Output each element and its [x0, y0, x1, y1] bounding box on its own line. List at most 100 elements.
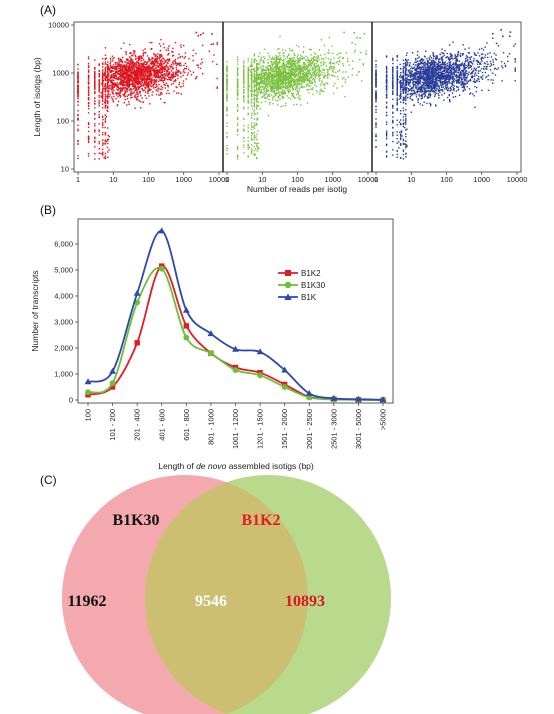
scatter-point — [168, 58, 171, 60]
scatter-point — [284, 84, 287, 86]
scatter-point — [327, 58, 330, 60]
scatter-point — [142, 85, 145, 87]
scatter-point — [153, 74, 155, 77]
scatter-point — [189, 70, 191, 72]
scatter-point — [142, 66, 145, 68]
scatter-point — [356, 74, 358, 76]
scatter-point — [167, 59, 170, 61]
scatter-point — [160, 56, 162, 58]
scatter-point — [258, 89, 261, 91]
scatter-point — [226, 110, 228, 112]
scatter-point — [284, 71, 287, 74]
scatter-point — [126, 67, 128, 70]
scatter-point — [174, 61, 176, 63]
scatter-point — [247, 124, 249, 126]
scatter-point — [264, 87, 266, 89]
scatter-point — [277, 77, 279, 79]
scatter-point — [290, 68, 292, 70]
scatter-point — [135, 78, 138, 80]
scatter-point — [275, 63, 278, 65]
scatter-point — [288, 72, 290, 74]
scatter-point — [144, 78, 146, 81]
scatter-point — [98, 64, 100, 66]
scatter-point — [279, 81, 281, 83]
scatter-point — [116, 88, 118, 91]
scatter-point — [274, 57, 276, 59]
scatter-point — [126, 80, 129, 82]
scatter-point — [270, 89, 273, 92]
scatter-point — [149, 59, 151, 61]
scatter-point — [243, 69, 245, 72]
scatter-point — [287, 91, 290, 93]
facet-frame-blue — [371, 21, 522, 173]
scatter-point — [265, 73, 267, 76]
scatter-point — [181, 55, 184, 58]
scatter-point — [299, 73, 302, 75]
scatter-point — [105, 87, 108, 89]
scatter-point — [277, 48, 279, 51]
scatter-point — [430, 88, 433, 91]
scatter-point — [266, 78, 269, 80]
scatter-point — [279, 73, 282, 75]
scatter-point — [256, 82, 258, 84]
scatter-point — [253, 93, 256, 96]
scatter-point — [132, 50, 135, 52]
scatter-point — [263, 80, 266, 83]
scatter-point — [289, 76, 292, 79]
scatter-point — [312, 60, 314, 63]
scatter-point — [243, 152, 245, 154]
scatter-point — [315, 89, 317, 92]
scatter-point — [298, 80, 301, 82]
scatter-point — [260, 65, 262, 68]
scatter-point — [145, 83, 147, 85]
scatter-point — [308, 60, 311, 62]
scatter-point — [125, 83, 127, 85]
scatter-point — [147, 78, 150, 80]
scatter-point — [216, 41, 218, 44]
scatter-point — [298, 75, 301, 78]
scatter-point — [452, 96, 455, 98]
scatter-point — [199, 33, 202, 36]
scatter-point — [282, 71, 284, 74]
scatter-point — [314, 78, 316, 81]
scatter-point — [226, 71, 228, 73]
scatter-point — [351, 74, 353, 76]
scatter-point — [87, 96, 90, 99]
scatter-point — [438, 58, 440, 61]
scatter-point — [264, 85, 267, 88]
scatter-point — [435, 65, 437, 68]
scatter-point — [135, 86, 137, 88]
scatter-point — [137, 68, 139, 71]
scatter-point — [126, 104, 128, 106]
scatter-point — [87, 105, 90, 108]
scatter-point — [493, 68, 496, 70]
scatter-point — [422, 62, 425, 65]
scatter-point — [296, 103, 298, 106]
scatter-point — [275, 67, 277, 70]
scatter-point — [243, 76, 245, 78]
scatter-point — [268, 93, 270, 96]
scatter-point — [279, 98, 281, 101]
scatter-point — [286, 90, 289, 92]
scatter-point — [140, 78, 143, 81]
scatter-point — [128, 84, 131, 87]
scatter-point — [262, 77, 264, 79]
scatter-point — [138, 55, 141, 57]
scatter-point — [287, 89, 290, 91]
scatter-point — [185, 65, 188, 68]
scatter-point — [243, 108, 245, 110]
scatter-point — [172, 72, 175, 75]
scatter-point — [98, 101, 100, 104]
scatter-point — [303, 67, 306, 69]
scatter-point — [337, 57, 340, 60]
scatter-point — [111, 55, 114, 57]
scatter-point — [172, 54, 175, 57]
scatter-point — [268, 55, 271, 57]
scatter-point — [279, 68, 281, 71]
scatter-point — [107, 74, 109, 76]
scatter-point — [174, 41, 177, 44]
scatter-point — [271, 87, 274, 89]
scatter-point — [282, 82, 285, 84]
scatter-point — [304, 63, 306, 65]
scatter-point — [307, 88, 310, 91]
